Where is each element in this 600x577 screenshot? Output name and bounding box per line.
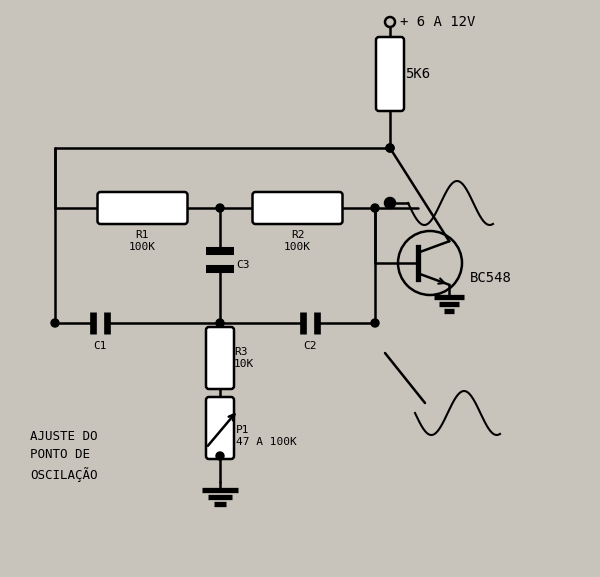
Circle shape <box>216 204 224 212</box>
Text: C1: C1 <box>93 341 107 351</box>
Circle shape <box>216 319 224 327</box>
Circle shape <box>371 204 379 212</box>
Text: 5K6: 5K6 <box>405 67 430 81</box>
Circle shape <box>51 319 59 327</box>
Circle shape <box>371 319 379 327</box>
FancyBboxPatch shape <box>376 37 404 111</box>
FancyBboxPatch shape <box>206 327 234 389</box>
FancyBboxPatch shape <box>253 192 343 224</box>
Text: + 6 A 12V: + 6 A 12V <box>400 15 475 29</box>
Text: AJUSTE DO
PONTO DE
OSCILAÇÃO: AJUSTE DO PONTO DE OSCILAÇÃO <box>30 430 97 482</box>
Text: R3
10K: R3 10K <box>234 347 254 369</box>
Text: BC548: BC548 <box>470 271 512 285</box>
Text: R2
100K: R2 100K <box>284 230 311 252</box>
FancyBboxPatch shape <box>206 397 234 459</box>
Text: P1
47 A 100K: P1 47 A 100K <box>236 425 297 447</box>
Circle shape <box>216 452 224 460</box>
Text: C3: C3 <box>236 260 250 270</box>
Text: R1
100K: R1 100K <box>129 230 156 252</box>
Circle shape <box>386 144 394 152</box>
Circle shape <box>386 199 394 207</box>
Text: C2: C2 <box>303 341 317 351</box>
FancyBboxPatch shape <box>97 192 187 224</box>
Circle shape <box>386 144 394 152</box>
